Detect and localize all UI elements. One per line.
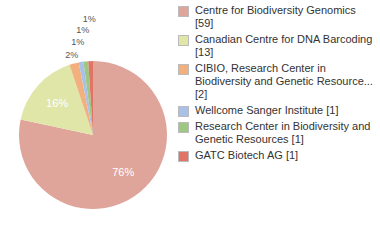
html-text:Research Center in Biodiversit: Research Center in Biodiversity and Gene…: [195, 120, 371, 145]
html-text:Canadian Centre for DNA Barcod: Canadian Centre for DNA Barcoding [13]: [195, 33, 373, 58]
html-text:Wellcome Sanger Institute [1]: Wellcome Sanger Institute [1]: [195, 104, 339, 116]
svg-text:76%: 76%: [112, 166, 134, 178]
html-text:CIBIO, Research Center in Biod: CIBIO, Research Center in Biodiversity a…: [195, 62, 373, 100]
svg-text:16%: 16%: [46, 97, 68, 109]
html-text:Centre for Biodiversity Genomi: Centre for Biodiversity Genomics [59]: [195, 4, 356, 29]
svg-text:1%: 1%: [71, 37, 84, 47]
svg-text:1%: 1%: [83, 14, 96, 24]
svg-text:1%: 1%: [76, 25, 89, 35]
svg-text:2%: 2%: [65, 50, 78, 60]
html-text:GATC Biotech AG [1]: GATC Biotech AG [1]: [195, 149, 299, 161]
